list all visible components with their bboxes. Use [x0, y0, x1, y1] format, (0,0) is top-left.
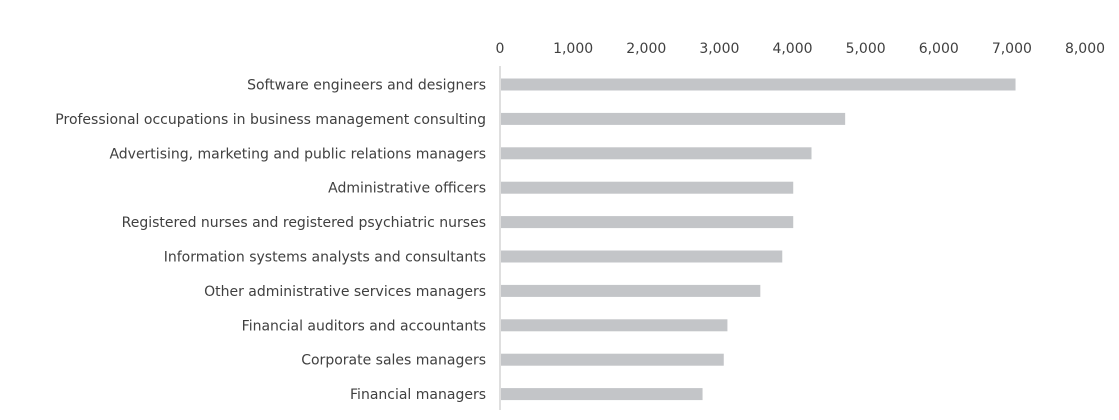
category-label: Financial auditors and accountants [242, 318, 486, 334]
x-axis: 0 1,000 2,000 3,000 4,000 5,000 6,000 7,000 8,00… [496, 41, 1106, 57]
bar [501, 112, 846, 125]
category-label: Advertising, marketing and public relati… [109, 146, 486, 162]
bar [501, 181, 794, 194]
x-tick-label: 5,000 [846, 41, 886, 57]
bar [501, 353, 724, 366]
x-tick-label: 1,000 [553, 41, 593, 57]
bar [501, 319, 728, 332]
bar [501, 78, 1016, 91]
category-label: Financial managers [350, 387, 486, 403]
category-label: Corporate sales managers [301, 353, 486, 369]
bar [501, 284, 761, 297]
category-label: Administrative officers [328, 181, 486, 197]
category-label: Other administrative services managers [204, 284, 486, 300]
category-label: Information systems analysts and consult… [164, 250, 486, 266]
x-tick-label: 4,000 [772, 41, 812, 57]
x-tick-label: 8,000 [1065, 41, 1105, 57]
x-tick-label: 6,000 [919, 41, 959, 57]
bar [501, 147, 812, 160]
category-labels: Software engineers and designers Professi… [55, 78, 486, 404]
x-tick-label: 0 [496, 41, 505, 57]
x-tick-label: 2,000 [626, 41, 666, 57]
bar [501, 388, 703, 401]
bars-group [501, 78, 1016, 401]
bar [501, 250, 783, 263]
category-label: Registered nurses and registered psychia… [122, 215, 486, 231]
x-tick-label: 7,000 [992, 41, 1032, 57]
bar [501, 216, 794, 229]
category-label: Software engineers and designers [247, 78, 486, 94]
x-tick-label: 3,000 [699, 41, 739, 57]
category-label: Professional occupations in business man… [55, 112, 486, 128]
